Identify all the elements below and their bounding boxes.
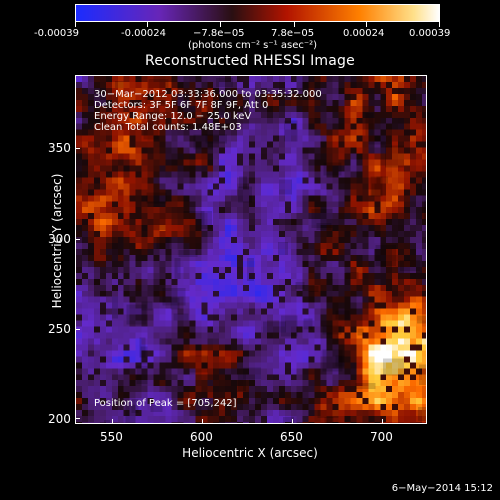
x-tick-mark-650 [292,419,293,424]
colorbar-tick-label-2: -0.00024 [121,28,166,39]
colorbar-tick-label-5: 0.00024 [343,28,385,39]
x-tick-label-550: 550 [100,430,123,444]
x-tick-mark-550 [112,419,113,424]
peak-position-label: Position of Peak = [705,242] [94,398,237,409]
colorbar-gradient [76,5,439,21]
overlay-time-range: 30−Mar−2012 03:33:36.000 to 03:35:32.000 [94,89,322,100]
x-tick-label-700: 700 [370,430,393,444]
y-tick-mark-300 [75,239,80,240]
y-axis-label: Heliocentric Y (arcsec) [50,173,64,309]
y-tick-label-200: 200 [48,412,71,426]
y-tick-label-250: 250 [48,322,71,336]
colorbar-tick-label-4: 7.8e−05 [271,28,315,39]
plot-title: Reconstructed RHESSI Image [145,53,355,69]
colorbar-tick-mark-2 [147,22,148,27]
colorbar-unit-label: (photons cm⁻² s⁻¹ asec⁻²) [188,40,318,51]
y-tick-mark-250 [75,329,80,330]
y-tick-label-300: 300 [48,232,71,246]
y-tick-label-350: 350 [48,141,71,155]
colorbar-tick-label-3: −7.8e−05 [193,28,245,39]
colorbar-tick-mark-5 [366,22,367,27]
colorbar-tick-mark-3 [220,22,221,27]
colorbar-tick-mark-4 [294,22,295,27]
colorbar-tick-label-6: 0.00039 [409,28,451,39]
y-tick-mark-200 [75,418,80,419]
x-tick-label-650: 650 [280,430,303,444]
overlay-clean-counts: Clean Total counts: 1.48E+03 [94,122,242,133]
x-axis-label: Heliocentric X (arcsec) [182,446,318,460]
x-tick-mark-600 [202,419,203,424]
heatmap-image [76,76,426,423]
colorbar [75,4,440,22]
timestamp: 6−May−2014 15:12 [391,483,493,494]
overlay-energy-range: Energy Range: 12.0 − 25.0 keV [94,111,252,122]
x-tick-mark-700 [382,419,383,424]
overlay-detectors: Detectors: 3F 5F 6F 7F 8F 9F, Att 0 [94,100,269,111]
x-tick-label-600: 600 [190,430,213,444]
colorbar-tick-mark-6 [439,22,440,27]
y-tick-mark-350 [75,148,80,149]
heatmap-frame [75,75,427,424]
colorbar-tick-mark-1 [75,22,76,27]
colorbar-tick-label-1: -0.00039 [34,28,79,39]
